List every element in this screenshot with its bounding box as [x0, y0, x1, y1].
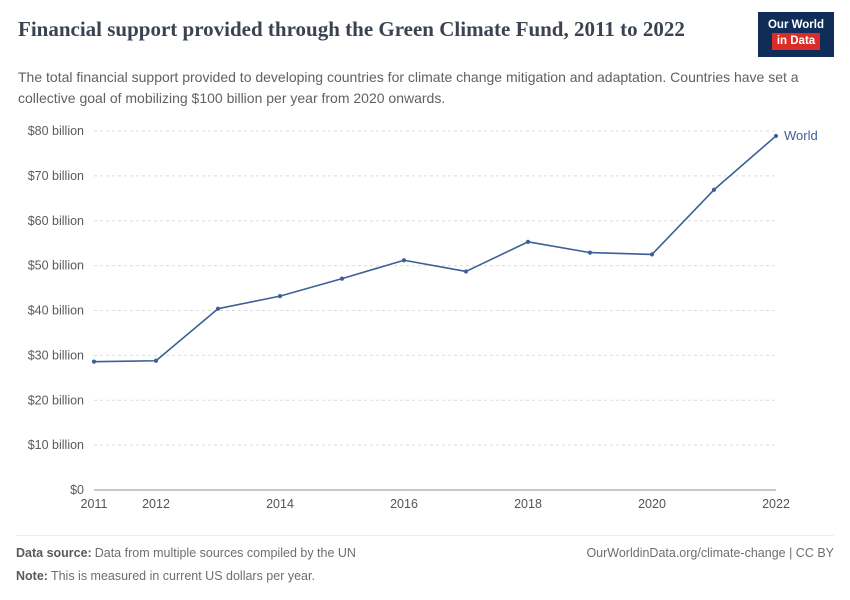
owid-logo-line2: in Data: [771, 33, 821, 50]
y-axis-tick-label: $30 billion: [28, 348, 84, 362]
x-axis-tick-label: 2018: [514, 497, 542, 511]
data-point[interactable]: [215, 306, 221, 311]
chart-footer: Data source: Data from multiple sources c…: [16, 535, 834, 590]
x-axis-tick-label: 2011: [81, 497, 108, 511]
y-axis-tick-label: $0: [70, 483, 84, 497]
chart-title: Financial support provided through the G…: [18, 17, 685, 41]
data-point[interactable]: [463, 269, 469, 274]
y-axis-tick-label: $10 billion: [28, 438, 84, 452]
chart-area: $0 $10 billion $20 billion $30 billion $40 b…: [16, 115, 834, 522]
data-point[interactable]: [773, 133, 779, 138]
owid-logo[interactable]: Our World in Data: [758, 12, 834, 57]
data-point[interactable]: [91, 359, 97, 364]
data-line-world[interactable]: [93, 135, 777, 363]
x-axis-tick-label: 2020: [638, 497, 666, 511]
note-text: This is measured in current US dollars p…: [50, 568, 315, 583]
line-chart[interactable]: $0 $10 billion $20 billion $30 billion $40 b…: [16, 115, 834, 517]
y-axis-tick-label: $50 billion: [28, 258, 84, 272]
data-point[interactable]: [277, 293, 283, 298]
data-point[interactable]: [587, 250, 593, 255]
data-point[interactable]: [649, 252, 655, 257]
x-axis-tick-label: 2022: [762, 497, 790, 511]
footer-notes: Data source: Data from multiple sources c…: [16, 545, 356, 590]
data-point[interactable]: [525, 239, 531, 244]
y-axis-tick-label: $20 billion: [28, 393, 84, 407]
data-source-line: Data source: Data from multiple sources c…: [16, 545, 356, 563]
data-point[interactable]: [153, 358, 159, 363]
y-axis-tick-label: $60 billion: [28, 214, 84, 228]
data-source-label: Data source:: [16, 546, 92, 560]
x-axis-tick-label: 2016: [390, 497, 418, 511]
chart-subtitle: The total financial support provided to …: [18, 68, 799, 106]
data-point[interactable]: [711, 187, 717, 192]
note-line: Note: This is measured in current US doll…: [16, 568, 356, 586]
x-axis-tick-label: 2012: [142, 497, 170, 511]
chart-header: Financial support provided through the G…: [16, 12, 834, 57]
series-label: World: [784, 128, 818, 143]
data-point[interactable]: [339, 276, 345, 281]
footer-citation[interactable]: OurWorldinData.org/climate-change | CC B…: [586, 546, 834, 560]
owid-logo-line1: Our World: [767, 19, 824, 31]
y-axis-tick-label: $70 billion: [28, 169, 84, 183]
y-axis-tick-label: $40 billion: [28, 303, 84, 317]
x-axis-tick-label: 2014: [266, 497, 294, 511]
data-point[interactable]: [401, 257, 407, 263]
y-axis-tick-label: $80 billion: [28, 124, 84, 138]
data-source-text: Data from multiple sources compiled by t…: [94, 546, 356, 560]
note-label: Note:: [16, 568, 48, 583]
